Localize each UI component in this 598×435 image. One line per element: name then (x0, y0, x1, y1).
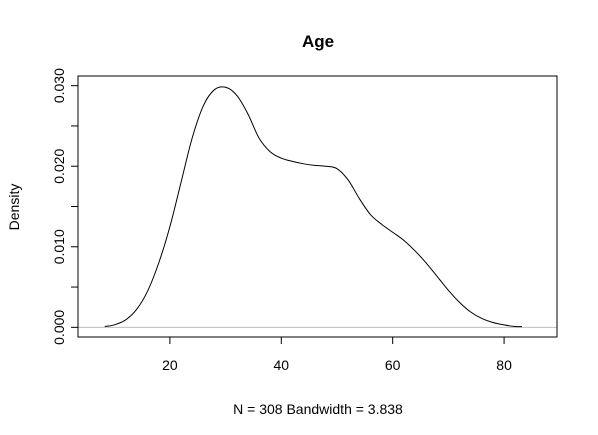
chart-title: Age (302, 32, 334, 51)
plot-frame (77, 75, 558, 338)
density-curve-0 (104, 86, 522, 328)
x-axis-label: N = 308 Bandwidth = 3.838 (233, 401, 403, 417)
plot-area (77, 75, 558, 338)
y-tick-label: 0.030 (51, 68, 67, 103)
y-tick-label: 0.020 (51, 148, 67, 183)
y-axis-label: Density (6, 184, 22, 231)
x-tick-label: 20 (162, 357, 178, 373)
x-tick-label: 40 (274, 357, 290, 373)
y-axis: 0.000 0.010 0.020 0.030 (51, 68, 79, 345)
x-tick-label: 60 (385, 357, 401, 373)
y-tick-label: 0.010 (51, 229, 67, 264)
y-tick-label: 0.000 (51, 310, 67, 345)
x-axis: 20 40 60 80 (162, 336, 512, 373)
x-tick-label: 80 (496, 357, 512, 373)
